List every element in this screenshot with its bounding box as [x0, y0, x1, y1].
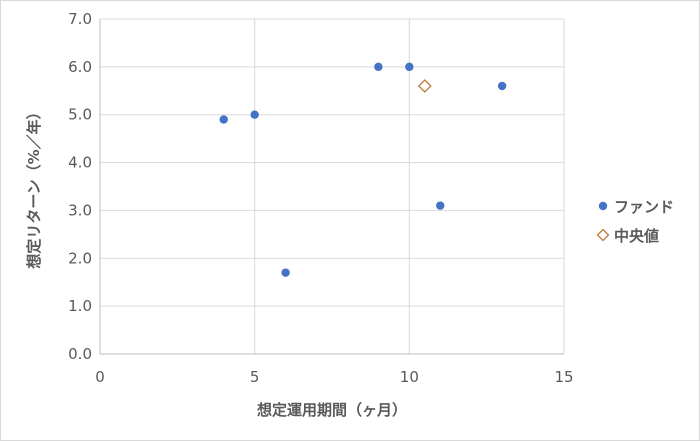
fund-point: [436, 201, 445, 210]
x-tick-label: 15: [554, 368, 573, 386]
gridlines: [100, 18, 565, 354]
fund-point: [281, 268, 290, 277]
y-tick-label: 4.0: [68, 154, 92, 172]
data-points: [219, 62, 507, 277]
x-axis-title: 想定運用期間（ヶ月）: [256, 401, 407, 419]
y-tick-label: 0.0: [68, 345, 92, 363]
y-tick-label: 2.0: [68, 249, 92, 267]
legend-label-fund: ファンド: [614, 198, 674, 216]
fund-point: [405, 62, 414, 72]
x-tick-label: 10: [400, 368, 419, 386]
y-tick-label: 5.0: [68, 106, 92, 124]
x-tick-label: 0: [95, 368, 105, 386]
axes: [99, 19, 564, 355]
y-tick-label: 6.0: [68, 58, 92, 76]
y-axis-title: 想定リターン（%／年）: [25, 104, 43, 269]
x-tick-label: 5: [250, 368, 260, 386]
fund-point: [250, 110, 259, 119]
legend-marker-median: [596, 228, 610, 242]
fund-point: [497, 81, 507, 91]
fund-point: [219, 115, 228, 124]
legend-item-fund: ファンド: [598, 198, 674, 216]
y-tick-label: 3.0: [68, 201, 92, 219]
legend-item-median: 中央値: [596, 227, 659, 245]
tick-labels: 0.0 1.0 2.0 3.0 4.0 5.0 6.0 7.0 0 5 10 15: [68, 10, 573, 386]
legend-marker-fund: [598, 201, 608, 211]
y-tick-label: 7.0: [68, 10, 92, 28]
fund-point: [374, 62, 383, 72]
legend: ファンド 中央値: [596, 198, 674, 245]
y-tick-label: 1.0: [68, 297, 92, 315]
legend-label-median: 中央値: [614, 227, 659, 245]
median-point: [417, 79, 432, 93]
